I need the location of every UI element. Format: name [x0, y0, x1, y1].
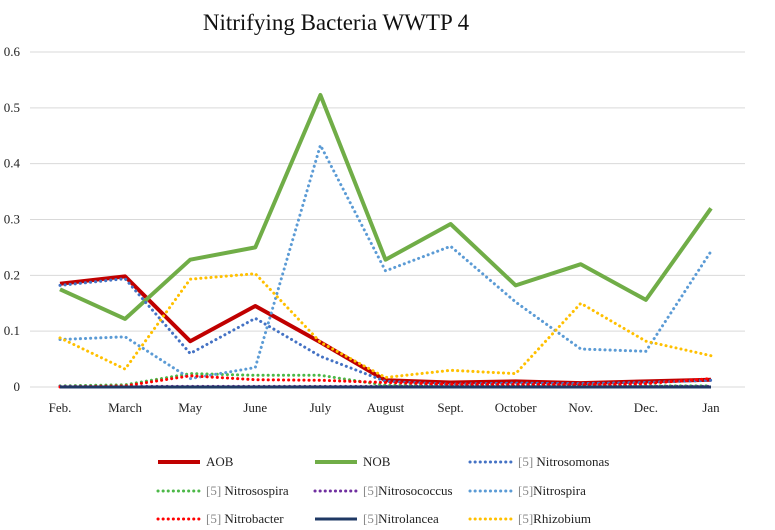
x-tick-label: Dec. — [634, 400, 658, 415]
series-line — [58, 272, 713, 379]
x-tick-label: July — [310, 400, 332, 415]
x-tick-label: October — [495, 400, 538, 415]
x-tick-label: March — [108, 400, 142, 415]
legend-label: [5] Nitrobacter — [206, 511, 284, 526]
y-tick-label: 0.4 — [4, 156, 21, 171]
x-tick-label: Jan — [702, 400, 720, 415]
series-line — [59, 93, 713, 321]
chart-title: Nitrifying Bacteria WWTP 4 — [203, 10, 470, 35]
x-tick-label: August — [367, 400, 405, 415]
legend-label: [5]Nitrosococcus — [363, 483, 453, 498]
legend-label: [5] Nitrosomonas — [518, 454, 609, 469]
y-axis-ticks: 0 0.1 0.2 0.3 0.4 0.5 0.6 — [4, 44, 21, 394]
series-line — [58, 374, 713, 389]
y-tick-label: 0.1 — [4, 323, 20, 338]
x-tick-label: Nov. — [568, 400, 593, 415]
x-tick-label: June — [243, 400, 267, 415]
x-tick-label: Sept. — [437, 400, 463, 415]
series-line — [58, 143, 713, 381]
legend-label: NOB — [363, 454, 391, 469]
legend-label: [5]Rhizobium — [518, 511, 591, 526]
y-tick-label: 0.5 — [4, 100, 20, 115]
gridlines — [30, 51, 745, 388]
x-axis-ticks: Feb. March May June July August Sept. October No… — [49, 400, 721, 415]
y-tick-label: 0.2 — [4, 267, 20, 282]
y-tick-label: 0 — [14, 379, 21, 394]
legend-label: [5]Nitrospira — [518, 483, 586, 498]
legend-label: AOB — [206, 454, 234, 469]
y-tick-label: 0.3 — [4, 212, 20, 227]
legend-label: [5] Nitrosospira — [206, 483, 289, 498]
series-lines — [58, 93, 713, 389]
legend-label: [5]Nitrolancea — [363, 511, 439, 526]
series-line — [59, 274, 712, 386]
x-tick-label: May — [178, 400, 202, 415]
y-tick-label: 0.6 — [4, 44, 21, 59]
x-tick-label: Feb. — [49, 400, 72, 415]
legend: AOB NOB [5] Nitrosomonas [5] Nitrosospira [5… — [156, 454, 609, 526]
